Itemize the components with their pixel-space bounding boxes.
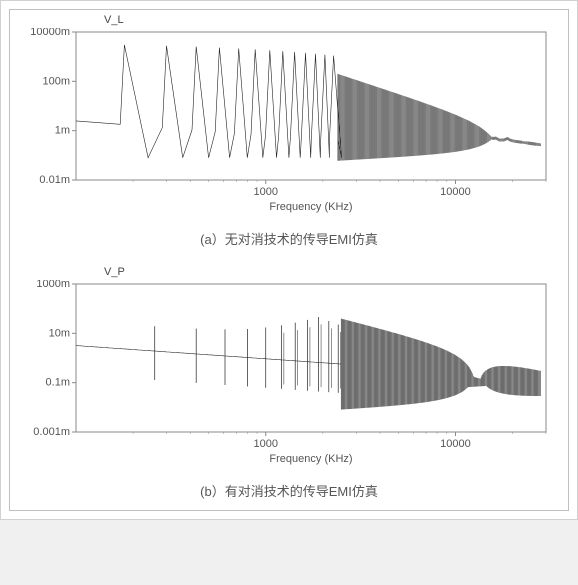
chart-b-svg: 0.001m 0.1m 10m 1000m 1000 10000 Frequency (KH… (16, 280, 556, 470)
svg-text:1000: 1000 (253, 186, 277, 198)
svg-text:0.001m: 0.001m (33, 426, 70, 438)
chart-b-caption: (b）有对消技术的传导EMI仿真 (16, 481, 562, 500)
svg-text:100m: 100m (42, 75, 70, 87)
svg-text:0.1m: 0.1m (46, 377, 70, 389)
svg-text:1000m: 1000m (36, 280, 70, 290)
chart-b-axis-title: V_P (16, 266, 562, 280)
chart-a-svg: 0.01m 1m 100m 10000m 1000 10000 Frequency (KHz… (16, 28, 556, 218)
svg-text:10000: 10000 (440, 186, 471, 198)
svg-text:0.01m: 0.01m (39, 174, 70, 186)
svg-text:1000: 1000 (253, 438, 277, 450)
svg-text:Frequency (KHz): Frequency (KHz) (269, 453, 352, 465)
chart-a-caption: (a）无对消技术的传导EMI仿真 (16, 229, 562, 248)
figure-outer-frame: V_L 0.01m 1m 100m 10000m 1000 10000 Frequency … (0, 0, 578, 520)
svg-text:10m: 10m (49, 327, 70, 339)
svg-text:10000: 10000 (440, 438, 471, 450)
chart-a-axis-title: V_L (16, 14, 562, 28)
svg-text:1m: 1m (55, 125, 70, 137)
chart-b-container: 0.001m 0.1m 10m 1000m 1000 10000 Frequency (KH… (16, 280, 562, 475)
figure-inner-border: V_L 0.01m 1m 100m 10000m 1000 10000 Frequency … (9, 9, 569, 511)
svg-text:10000m: 10000m (30, 28, 70, 38)
svg-text:Frequency (KHz): Frequency (KHz) (269, 201, 352, 213)
chart-a-container: 0.01m 1m 100m 10000m 1000 10000 Frequency (KHz… (16, 28, 562, 223)
